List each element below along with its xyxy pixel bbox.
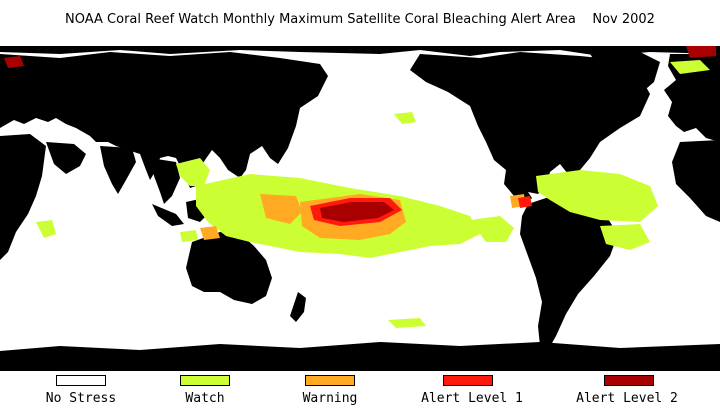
land-australia <box>186 232 272 304</box>
legend-label-no-stress: No Stress <box>45 391 117 406</box>
land-antarctica <box>0 342 720 371</box>
alert1-colombia <box>518 196 532 208</box>
warning-pacific-west <box>260 194 302 224</box>
land-africa-west <box>672 140 720 222</box>
land-masses <box>0 46 720 371</box>
warning-south-china <box>200 226 220 240</box>
alert2-areas <box>4 46 716 222</box>
land-africa <box>0 134 46 260</box>
bleaching-alert-map <box>0 46 720 371</box>
watch-timor <box>180 230 198 242</box>
watch-south-pacific <box>388 318 426 328</box>
legend-swatch-no-stress <box>56 375 106 386</box>
watch-west-pacific <box>176 158 210 186</box>
land-central-america <box>504 170 532 204</box>
watch-indian-ocean <box>36 220 56 238</box>
land-indochina <box>150 158 180 204</box>
land-south-america <box>520 196 618 350</box>
date-text: Nov 2002 <box>592 12 655 27</box>
land-greenland <box>590 52 660 94</box>
legend-swatch-alert1 <box>443 375 493 386</box>
watch-south-atlantic <box>600 224 650 250</box>
alert2-pacific <box>320 202 394 222</box>
alert2-arctic <box>4 56 24 68</box>
land-arabia <box>46 142 86 174</box>
land-arctic-strip <box>0 46 720 56</box>
watch-arctic <box>670 60 710 74</box>
land-new-zealand <box>290 292 306 322</box>
watch-east-pacific <box>470 216 514 242</box>
watch-caribbean <box>536 170 658 222</box>
legend-label-alert1: Alert Level 1 <box>421 391 523 406</box>
land-india <box>100 146 136 194</box>
title-text: NOAA Coral Reef Watch Monthly Maximum Sa… <box>65 12 576 27</box>
legend-swatch-watch <box>180 375 230 386</box>
land-eurasia <box>0 52 328 188</box>
watch-central-pacific-north <box>394 112 416 124</box>
legend-label-warning: Warning <box>302 391 358 406</box>
map-title: NOAA Coral Reef Watch Monthly Maximum Sa… <box>0 12 720 27</box>
legend-label-alert2: Alert Level 2 <box>576 391 678 406</box>
land-sumatra <box>152 204 184 226</box>
land-europe-east <box>664 54 720 142</box>
land-north-america <box>410 52 650 194</box>
legend-label-watch: Watch <box>185 391 225 406</box>
legend-swatch-warning <box>305 375 355 386</box>
alert2-arctic-east <box>686 46 716 58</box>
land-japan <box>232 112 256 154</box>
legend-swatch-alert2 <box>604 375 654 386</box>
